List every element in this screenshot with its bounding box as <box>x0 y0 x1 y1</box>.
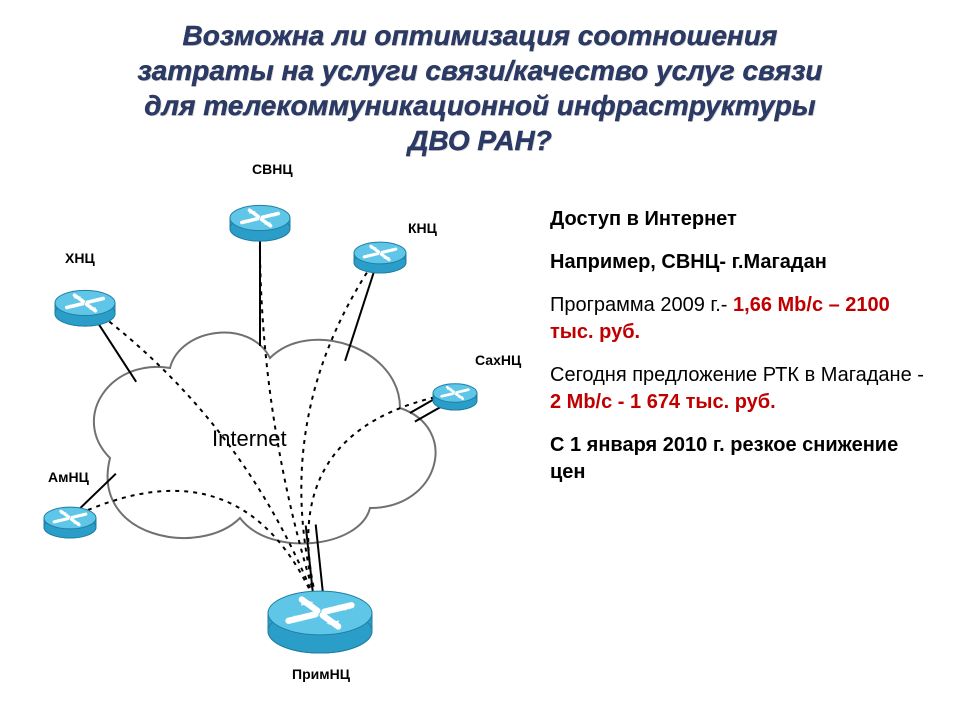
text-block: Программа 2009 г.- 1,66 Mb/c – 2100 тыс.… <box>550 292 930 346</box>
text-block: Доступ в Интернет <box>550 206 930 233</box>
text-block: С 1 января 2010 г. резкое снижение цен <box>550 432 930 486</box>
text-frag: 2 Mb/c - 1 674 тыс. руб. <box>550 391 776 413</box>
router-label-amnc: АмНЦ <box>48 469 90 485</box>
cloud-label: Internet <box>212 426 287 451</box>
router-label-svnc: СВНЦ <box>252 161 293 177</box>
network-diagram: Internet СВНЦ КНЦ ХНЦ СахНЦ АмНЦ ПримНЦ <box>0 158 540 698</box>
router-label-hnc: ХНЦ <box>65 250 95 266</box>
text-frag: Программа 2009 г.- <box>550 294 733 316</box>
content-row: Internet СВНЦ КНЦ ХНЦ СахНЦ АмНЦ ПримНЦ Доступ… <box>0 158 960 698</box>
title-line: затраты на услуги связи/качество услуг с… <box>138 55 823 86</box>
side-text-panel: Доступ в Интернет Например, СВНЦ- г.Магад… <box>540 158 960 698</box>
text-block: Сегодня предложение РТК в Магадане - 2 M… <box>550 362 930 416</box>
network-svg: Internet СВНЦ КНЦ ХНЦ СахНЦ АмНЦ ПримНЦ <box>0 158 540 698</box>
title-line: ДВО РАН? <box>408 125 552 156</box>
router-label-sahnc: СахНЦ <box>475 352 522 368</box>
router-hnc: ХНЦ <box>55 250 115 326</box>
router-sahnc: СахНЦ <box>433 352 522 410</box>
title-line: для телекоммуникационной инфраструктуры <box>144 90 815 121</box>
router-label-knc: КНЦ <box>408 220 438 236</box>
title-line: Возможна ли оптимизация соотношения <box>183 20 778 51</box>
router-knc: КНЦ <box>354 220 438 273</box>
text-frag: Сегодня предложение РТК в Магадане - <box>550 364 924 386</box>
page-title: Возможна ли оптимизация соотношения затра… <box>0 0 960 158</box>
text-block: Например, СВНЦ- г.Магадан <box>550 249 930 276</box>
router-primnc: ПримНЦ <box>268 591 372 682</box>
router-svnc: СВНЦ <box>230 161 293 241</box>
router-amnc: АмНЦ <box>44 469 96 538</box>
router-label-primnc: ПримНЦ <box>292 666 351 682</box>
